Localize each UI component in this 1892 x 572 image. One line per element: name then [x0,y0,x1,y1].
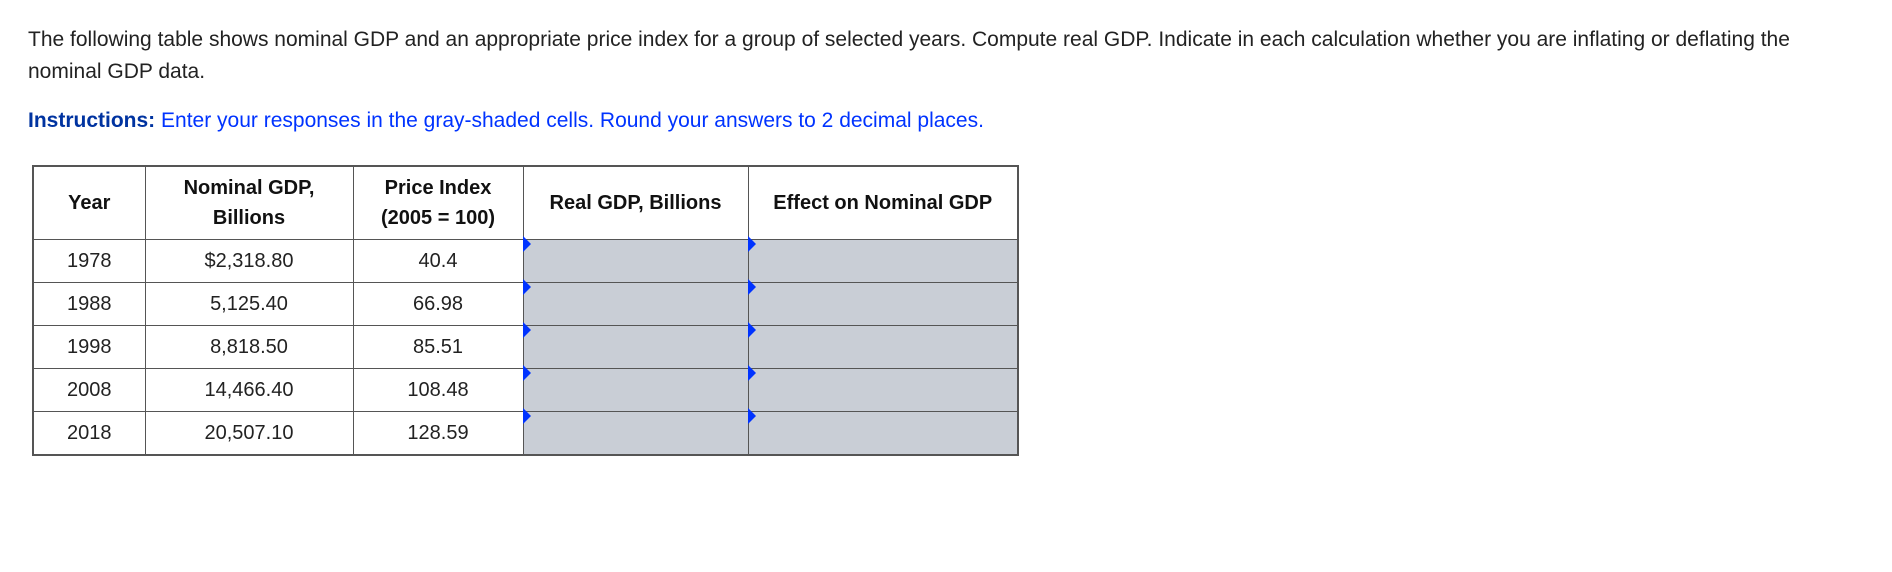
col-effect-header: Effect on Nominal GDP [748,166,1018,240]
real-gdp-input[interactable] [524,326,748,368]
question-text: The following table shows nominal GDP an… [28,24,1858,87]
table-header-row: Year Nominal GDP, Billions Price Index (… [33,166,1018,240]
real-gdp-input[interactable] [524,240,748,282]
cell-year: 2008 [33,368,145,411]
cell-effect-input[interactable] [748,411,1018,455]
edit-marker-icon [523,322,531,338]
cell-nominal: 8,818.50 [145,325,353,368]
edit-marker-icon [523,236,531,252]
instructions-line: Instructions: Enter your responses in th… [28,105,1864,137]
cell-effect-input[interactable] [748,325,1018,368]
edit-marker-icon [523,408,531,424]
cell-year: 1998 [33,325,145,368]
cell-effect-input[interactable] [748,239,1018,282]
table-row: 1998 8,818.50 85.51 [33,325,1018,368]
cell-year: 1988 [33,282,145,325]
cell-real-input[interactable] [523,282,748,325]
cell-nominal: $2,318.80 [145,239,353,282]
cell-nominal: 14,466.40 [145,368,353,411]
col-price-header: Price Index (2005 = 100) [353,166,523,240]
cell-price: 108.48 [353,368,523,411]
instructions-label: Instructions: [28,109,155,132]
cell-price: 40.4 [353,239,523,282]
cell-price: 128.59 [353,411,523,455]
cell-year: 2018 [33,411,145,455]
edit-marker-icon [523,279,531,295]
edit-marker-icon [748,236,756,252]
cell-real-input[interactable] [523,239,748,282]
effect-input[interactable] [749,240,1018,282]
effect-input[interactable] [749,412,1018,454]
effect-input[interactable] [749,369,1018,411]
cell-effect-input[interactable] [748,368,1018,411]
effect-input[interactable] [749,283,1018,325]
cell-price: 85.51 [353,325,523,368]
col-real-header: Real GDP, Billions [523,166,748,240]
cell-real-input[interactable] [523,325,748,368]
edit-marker-icon [748,322,756,338]
cell-real-input[interactable] [523,411,748,455]
col-year-header: Year [33,166,145,240]
cell-year: 1978 [33,239,145,282]
col-nominal-header: Nominal GDP, Billions [145,166,353,240]
cell-effect-input[interactable] [748,282,1018,325]
real-gdp-input[interactable] [524,283,748,325]
instructions-text: Enter your responses in the gray-shaded … [155,109,984,132]
cell-real-input[interactable] [523,368,748,411]
real-gdp-input[interactable] [524,412,748,454]
cell-nominal: 20,507.10 [145,411,353,455]
table-row: 2008 14,466.40 108.48 [33,368,1018,411]
edit-marker-icon [748,279,756,295]
edit-marker-icon [523,365,531,381]
table-row: 1978 $2,318.80 40.4 [33,239,1018,282]
edit-marker-icon [748,408,756,424]
edit-marker-icon [748,365,756,381]
real-gdp-input[interactable] [524,369,748,411]
effect-input[interactable] [749,326,1018,368]
table-row: 1988 5,125.40 66.98 [33,282,1018,325]
cell-nominal: 5,125.40 [145,282,353,325]
table-row: 2018 20,507.10 128.59 [33,411,1018,455]
gdp-table: Year Nominal GDP, Billions Price Index (… [32,165,1019,456]
cell-price: 66.98 [353,282,523,325]
